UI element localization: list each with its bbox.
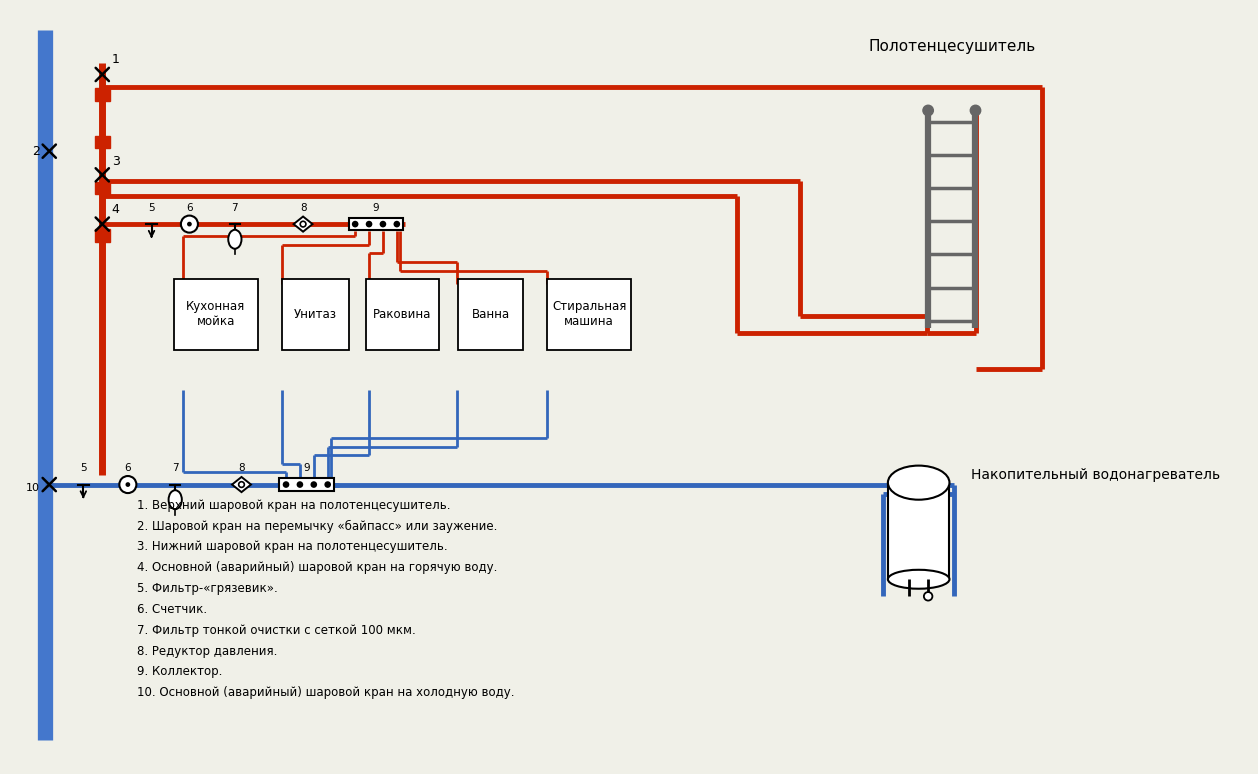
Circle shape	[283, 481, 289, 488]
Text: Ванна: Ванна	[472, 307, 509, 320]
Polygon shape	[231, 477, 252, 492]
Circle shape	[394, 221, 400, 228]
Bar	[547, 279, 630, 350]
Circle shape	[187, 221, 191, 227]
Text: 1. Верхний шаровой кран на полотенцесушитель.: 1. Верхний шаровой кран на полотенцесуши…	[137, 498, 450, 512]
Bar	[348, 218, 404, 230]
Text: 9: 9	[372, 203, 380, 213]
Circle shape	[301, 221, 306, 227]
Bar	[888, 483, 950, 579]
Bar	[458, 279, 523, 350]
Circle shape	[181, 216, 198, 233]
Text: 5: 5	[148, 203, 155, 213]
Text: 7: 7	[231, 203, 238, 213]
Circle shape	[923, 105, 933, 115]
Text: 8. Редуктор давления.: 8. Редуктор давления.	[137, 645, 278, 658]
Text: 4. Основной (аварийный) шаровой кран на горячую воду.: 4. Основной (аварийный) шаровой кран на …	[137, 561, 498, 574]
Text: 1: 1	[112, 53, 120, 66]
Bar	[94, 182, 109, 194]
Bar	[279, 478, 335, 491]
Text: 5: 5	[81, 464, 87, 473]
Text: Полотенцесушитель: Полотенцесушитель	[868, 39, 1035, 54]
Bar	[94, 135, 109, 148]
Circle shape	[970, 105, 981, 115]
Text: 4: 4	[112, 203, 120, 216]
Text: Унитаз: Унитаз	[294, 307, 337, 320]
Text: 6: 6	[186, 203, 192, 213]
Ellipse shape	[888, 466, 950, 500]
Text: 3: 3	[112, 156, 120, 169]
Text: Раковина: Раковина	[374, 307, 431, 320]
Ellipse shape	[169, 490, 182, 509]
Circle shape	[239, 481, 244, 488]
Text: 2: 2	[31, 145, 40, 158]
Text: 6. Счетчик.: 6. Счетчик.	[137, 603, 208, 616]
Circle shape	[325, 481, 331, 488]
Circle shape	[297, 481, 303, 488]
Circle shape	[352, 221, 359, 228]
Polygon shape	[293, 217, 312, 231]
Circle shape	[366, 221, 372, 228]
Bar	[282, 279, 348, 350]
Text: 7. Фильтр тонкой очистки с сеткой 100 мкм.: 7. Фильтр тонкой очистки с сеткой 100 мк…	[137, 624, 416, 637]
Bar	[366, 279, 439, 350]
Text: 9. Коллектор.: 9. Коллектор.	[137, 666, 223, 679]
Circle shape	[380, 221, 386, 228]
Text: Накопительный водонагреватель: Накопительный водонагреватель	[971, 468, 1220, 482]
Text: Кухонная
мойка: Кухонная мойка	[186, 300, 245, 328]
Text: 3. Нижний шаровой кран на полотенцесушитель.: 3. Нижний шаровой кран на полотенцесушит…	[137, 540, 448, 553]
Ellipse shape	[888, 570, 950, 589]
Circle shape	[923, 592, 932, 601]
Circle shape	[120, 476, 136, 493]
Text: 2. Шаровой кран на перемычку «байпасс» или заужение.: 2. Шаровой кран на перемычку «байпасс» и…	[137, 519, 498, 533]
Text: 9: 9	[303, 464, 311, 473]
Text: Стиральная
машина: Стиральная машина	[552, 300, 626, 328]
Text: 7: 7	[172, 464, 179, 473]
Text: 6: 6	[125, 464, 131, 473]
Bar	[175, 279, 258, 350]
Text: 10: 10	[25, 483, 40, 493]
Text: 8: 8	[238, 464, 245, 473]
Circle shape	[311, 481, 317, 488]
Bar	[94, 229, 109, 241]
Ellipse shape	[228, 230, 242, 248]
Text: 8: 8	[299, 203, 307, 213]
Text: 5. Фильтр-«грязевик».: 5. Фильтр-«грязевик».	[137, 582, 278, 595]
Circle shape	[126, 482, 131, 487]
Bar	[94, 88, 109, 101]
Text: 10. Основной (аварийный) шаровой кран на холодную воду.: 10. Основной (аварийный) шаровой кран на…	[137, 687, 515, 699]
